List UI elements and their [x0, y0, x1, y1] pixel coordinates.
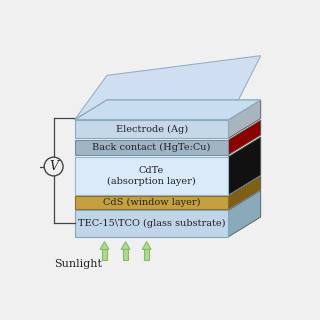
Polygon shape: [228, 100, 261, 138]
Polygon shape: [142, 242, 151, 250]
Polygon shape: [75, 100, 261, 120]
Polygon shape: [100, 242, 109, 250]
Polygon shape: [123, 250, 128, 260]
Polygon shape: [228, 137, 261, 195]
Text: TEC-15\TCO (glass substrate): TEC-15\TCO (glass substrate): [78, 219, 225, 228]
Text: CdS (window layer): CdS (window layer): [103, 198, 200, 207]
Bar: [75, 210, 228, 237]
Bar: [75, 140, 228, 155]
Polygon shape: [144, 250, 149, 260]
Text: V: V: [49, 160, 58, 173]
Text: Back contact (HgTe:Cu): Back contact (HgTe:Cu): [92, 143, 211, 152]
Text: CdTe
(absorption layer): CdTe (absorption layer): [107, 166, 196, 186]
Bar: [75, 157, 228, 195]
Bar: [75, 196, 228, 209]
Text: Electrode (Ag): Electrode (Ag): [116, 124, 188, 133]
Text: Sunlight: Sunlight: [54, 259, 102, 269]
Circle shape: [44, 157, 63, 176]
Polygon shape: [228, 190, 261, 237]
Polygon shape: [228, 176, 261, 209]
Bar: [75, 120, 228, 138]
Polygon shape: [75, 56, 261, 120]
Polygon shape: [121, 242, 130, 250]
Polygon shape: [228, 120, 261, 155]
Polygon shape: [75, 100, 261, 120]
Polygon shape: [102, 250, 107, 260]
